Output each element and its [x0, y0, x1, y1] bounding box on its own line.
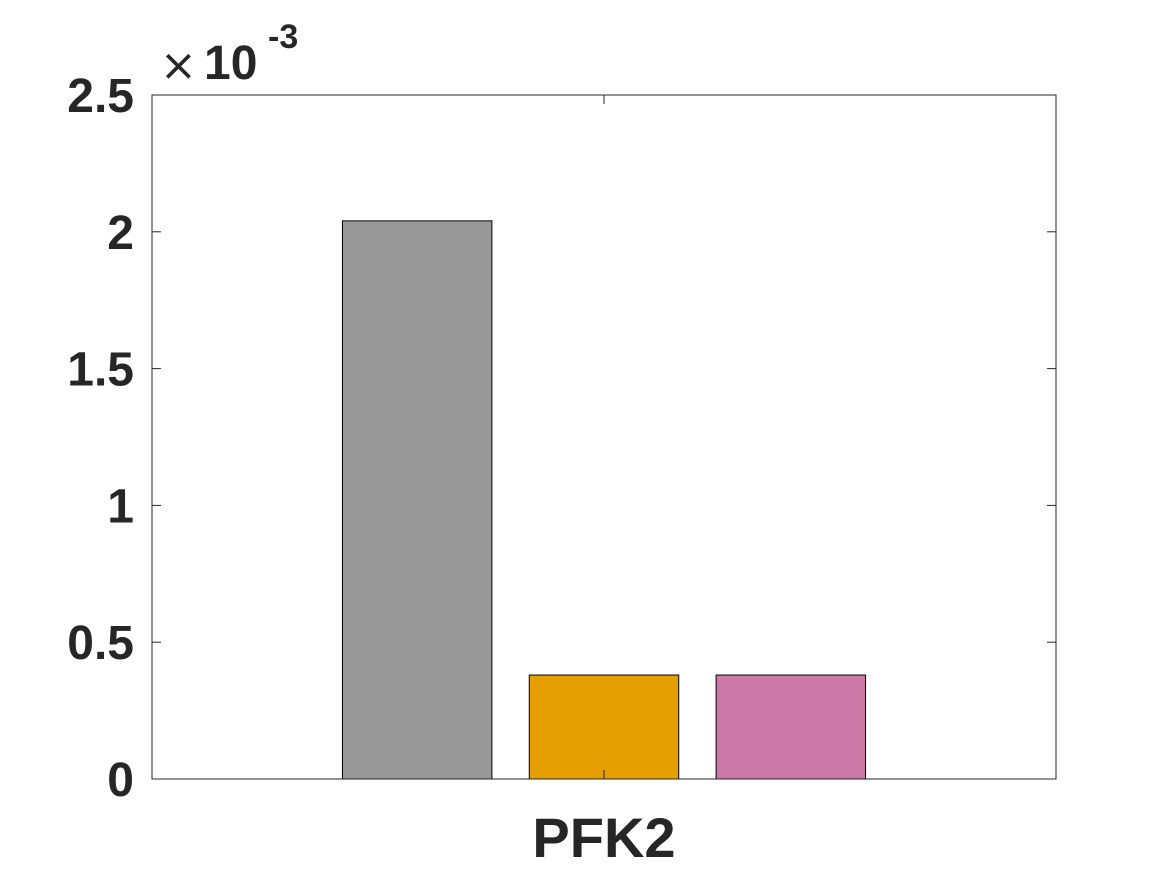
y-tick-labels: 0 0.5 1 1.5 2 2.5: [67, 70, 134, 807]
y-tick-label: 1: [107, 480, 134, 533]
multiplier-times-symbol: ×: [160, 40, 197, 91]
y-tick-label: 0.5: [67, 617, 134, 670]
multiplier-base: 10: [204, 37, 257, 90]
bar-1-pfk2: [341, 220, 493, 780]
y-axis-multiplier: × 10 -3: [160, 18, 298, 91]
bar-3-pfk2: [715, 674, 867, 780]
bar-2-pfk2: [528, 674, 680, 780]
y-tick-label: 2: [107, 207, 134, 260]
x-tick-labels: PFK2: [532, 806, 675, 869]
y-tick-label: 0: [107, 754, 134, 807]
y-tick-label: 1.5: [67, 344, 134, 397]
plot-area: [152, 95, 1056, 779]
axes-box: [151, 94, 1057, 780]
x-tick-label-pfk2: PFK2: [532, 806, 675, 869]
y-tick-label: 2.5: [67, 70, 134, 123]
bars-group: [341, 220, 867, 780]
multiplier-exponent: -3: [268, 18, 298, 56]
